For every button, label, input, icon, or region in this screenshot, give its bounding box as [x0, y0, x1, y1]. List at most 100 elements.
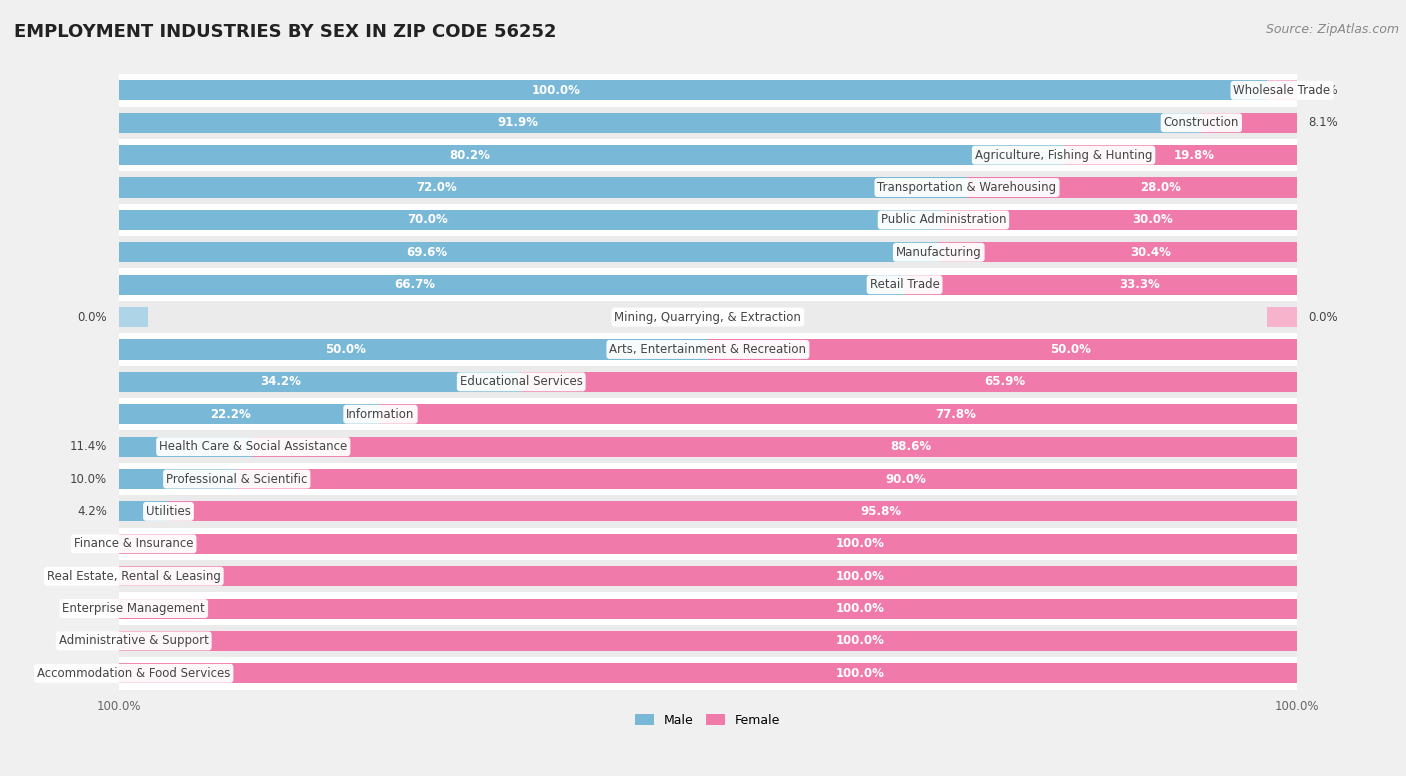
- Bar: [120, 560, 1296, 592]
- Bar: [120, 528, 1296, 560]
- Bar: [707, 339, 1296, 359]
- Bar: [120, 398, 1296, 431]
- Text: Mining, Quarrying, & Extraction: Mining, Quarrying, & Extraction: [614, 310, 801, 324]
- Bar: [1201, 113, 1296, 133]
- Bar: [120, 139, 1296, 171]
- Text: 30.4%: 30.4%: [1130, 246, 1171, 259]
- Bar: [120, 534, 149, 554]
- Text: 80.2%: 80.2%: [450, 149, 491, 161]
- Bar: [120, 275, 904, 295]
- Text: Agriculture, Fishing & Hunting: Agriculture, Fishing & Hunting: [974, 149, 1153, 161]
- Text: 0.0%: 0.0%: [77, 537, 107, 550]
- Text: Arts, Entertainment & Recreation: Arts, Entertainment & Recreation: [609, 343, 807, 356]
- Text: 72.0%: 72.0%: [416, 181, 457, 194]
- Text: 70.0%: 70.0%: [408, 213, 449, 227]
- Text: 8.1%: 8.1%: [1309, 116, 1339, 130]
- Bar: [120, 74, 1296, 106]
- Text: Real Estate, Rental & Leasing: Real Estate, Rental & Leasing: [46, 570, 221, 583]
- Text: 50.0%: 50.0%: [1050, 343, 1091, 356]
- Bar: [120, 236, 1296, 268]
- Text: 33.3%: 33.3%: [1119, 278, 1160, 291]
- Text: Information: Information: [346, 407, 415, 421]
- Bar: [120, 404, 381, 424]
- Text: 0.0%: 0.0%: [77, 602, 107, 615]
- Text: 91.9%: 91.9%: [498, 116, 538, 130]
- Bar: [120, 339, 707, 359]
- Text: 100.0%: 100.0%: [835, 667, 884, 680]
- Text: Accommodation & Food Services: Accommodation & Food Services: [37, 667, 231, 680]
- Text: 0.0%: 0.0%: [77, 310, 107, 324]
- Text: 95.8%: 95.8%: [860, 505, 901, 518]
- Text: 10.0%: 10.0%: [70, 473, 107, 486]
- Bar: [169, 501, 1296, 521]
- Text: 65.9%: 65.9%: [984, 376, 1025, 388]
- Text: Wholesale Trade: Wholesale Trade: [1233, 84, 1330, 97]
- Bar: [236, 469, 1296, 489]
- Bar: [120, 113, 1201, 133]
- Bar: [120, 431, 1296, 462]
- Bar: [120, 598, 149, 618]
- Bar: [120, 598, 1296, 618]
- Bar: [120, 469, 236, 489]
- Text: 77.8%: 77.8%: [935, 407, 976, 421]
- Bar: [1063, 145, 1296, 165]
- Bar: [967, 178, 1296, 198]
- Bar: [120, 437, 253, 456]
- Text: Manufacturing: Manufacturing: [896, 246, 981, 259]
- Bar: [120, 631, 149, 651]
- Text: 0.0%: 0.0%: [77, 667, 107, 680]
- Bar: [120, 663, 1296, 684]
- Bar: [120, 210, 943, 230]
- Text: Retail Trade: Retail Trade: [870, 278, 939, 291]
- Bar: [120, 372, 522, 392]
- Text: 0.0%: 0.0%: [77, 570, 107, 583]
- Bar: [939, 242, 1296, 262]
- Text: Construction: Construction: [1164, 116, 1239, 130]
- Text: Source: ZipAtlas.com: Source: ZipAtlas.com: [1265, 23, 1399, 36]
- Bar: [120, 663, 149, 684]
- Bar: [120, 566, 1296, 586]
- Bar: [120, 307, 149, 327]
- Bar: [520, 372, 1296, 392]
- Text: 0.0%: 0.0%: [77, 635, 107, 647]
- Text: 50.0%: 50.0%: [325, 343, 366, 356]
- Text: 90.0%: 90.0%: [884, 473, 925, 486]
- Text: 19.8%: 19.8%: [1174, 149, 1215, 161]
- Bar: [120, 106, 1296, 139]
- Text: Enterprise Management: Enterprise Management: [62, 602, 205, 615]
- Bar: [1267, 81, 1296, 100]
- Bar: [120, 592, 1296, 625]
- Bar: [120, 365, 1296, 398]
- Bar: [943, 210, 1296, 230]
- Bar: [120, 81, 1296, 100]
- Bar: [904, 275, 1296, 295]
- Text: Public Administration: Public Administration: [880, 213, 1007, 227]
- Text: 100.0%: 100.0%: [835, 537, 884, 550]
- Text: Utilities: Utilities: [146, 505, 191, 518]
- Bar: [120, 657, 1296, 690]
- Bar: [120, 268, 1296, 301]
- Text: EMPLOYMENT INDUSTRIES BY SEX IN ZIP CODE 56252: EMPLOYMENT INDUSTRIES BY SEX IN ZIP CODE…: [14, 23, 557, 41]
- Bar: [120, 462, 1296, 495]
- Bar: [120, 495, 1296, 528]
- Text: Educational Services: Educational Services: [460, 376, 582, 388]
- Bar: [120, 566, 149, 586]
- Text: 0.0%: 0.0%: [1309, 310, 1339, 324]
- Text: 22.2%: 22.2%: [211, 407, 252, 421]
- Text: 34.2%: 34.2%: [260, 376, 301, 388]
- Text: 11.4%: 11.4%: [70, 440, 107, 453]
- Text: Professional & Scientific: Professional & Scientific: [166, 473, 308, 486]
- Text: Health Care & Social Assistance: Health Care & Social Assistance: [159, 440, 347, 453]
- Text: 88.6%: 88.6%: [890, 440, 932, 453]
- Bar: [253, 437, 1296, 456]
- Bar: [120, 333, 1296, 365]
- Bar: [1267, 307, 1296, 327]
- Bar: [120, 204, 1296, 236]
- Bar: [120, 534, 1296, 554]
- Bar: [120, 242, 939, 262]
- Text: 28.0%: 28.0%: [1140, 181, 1181, 194]
- Text: 100.0%: 100.0%: [835, 635, 884, 647]
- Bar: [120, 631, 1296, 651]
- Text: 66.7%: 66.7%: [394, 278, 434, 291]
- Text: Transportation & Warehousing: Transportation & Warehousing: [877, 181, 1056, 194]
